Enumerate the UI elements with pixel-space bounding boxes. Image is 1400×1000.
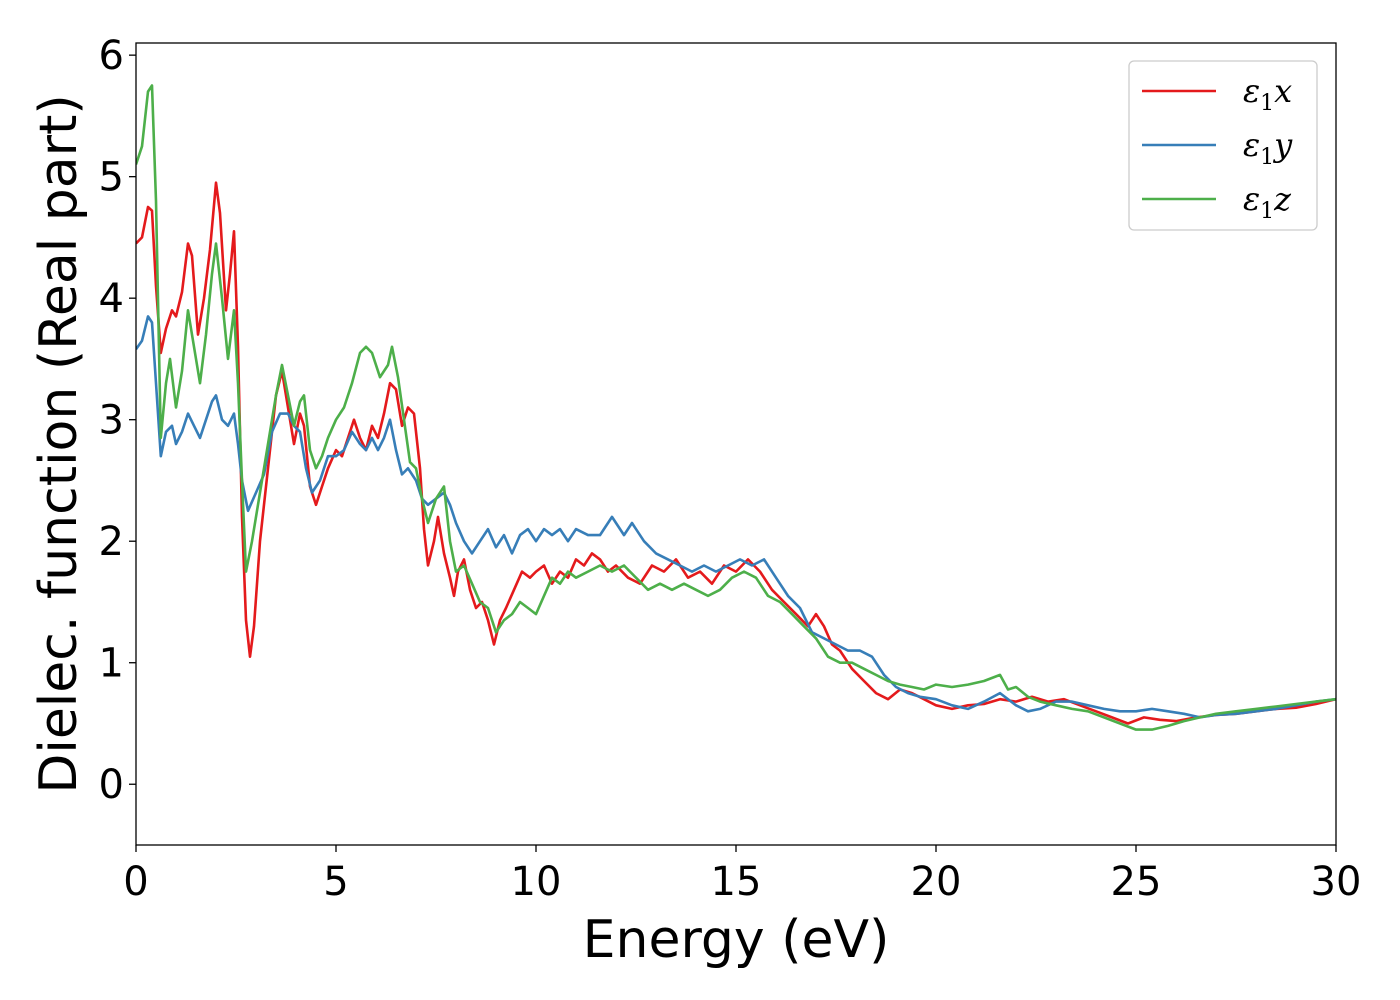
x-tick-label: 30 [1311,859,1362,905]
x-tick-label: 20 [911,859,962,905]
x-tick-label: 25 [1111,859,1162,905]
x-axis-title: Energy (eV) [583,910,890,970]
y-tick-label: 4 [99,276,124,322]
y-tick-label: 6 [99,33,124,79]
y-axis: 0 1 2 3 4 5 6 [99,33,136,808]
series-line-x [136,181,1336,725]
y-tick-label: 5 [99,155,124,201]
x-tick-label: 10 [511,859,562,905]
y-tick-label: 1 [99,641,124,687]
legend-label: ε1y [1243,126,1293,170]
y-axis-title: Dielec. function (Real part) [29,94,89,793]
y-tick-label: 3 [99,398,124,444]
legend-box [1128,60,1318,231]
series-layer [136,84,1336,731]
y-tick-label: 2 [99,519,124,565]
y-tick-label: 0 [99,762,124,808]
x-tick-label: 15 [711,859,762,905]
legend-label: ε1x [1243,72,1292,116]
legend: ε1x ε1y ε1z [1128,60,1318,231]
series-line-y [136,315,1336,719]
legend-item-x: ε1x [1142,72,1292,116]
x-tick-label: 0 [123,859,148,905]
series-line-z [136,84,1336,731]
x-tick-label: 5 [323,859,348,905]
legend-item-z: ε1z [1142,180,1292,224]
x-axis: 0 5 10 15 20 25 30 [123,845,1361,905]
legend-item-y: ε1y [1142,126,1293,170]
legend-label: ε1z [1243,180,1292,224]
